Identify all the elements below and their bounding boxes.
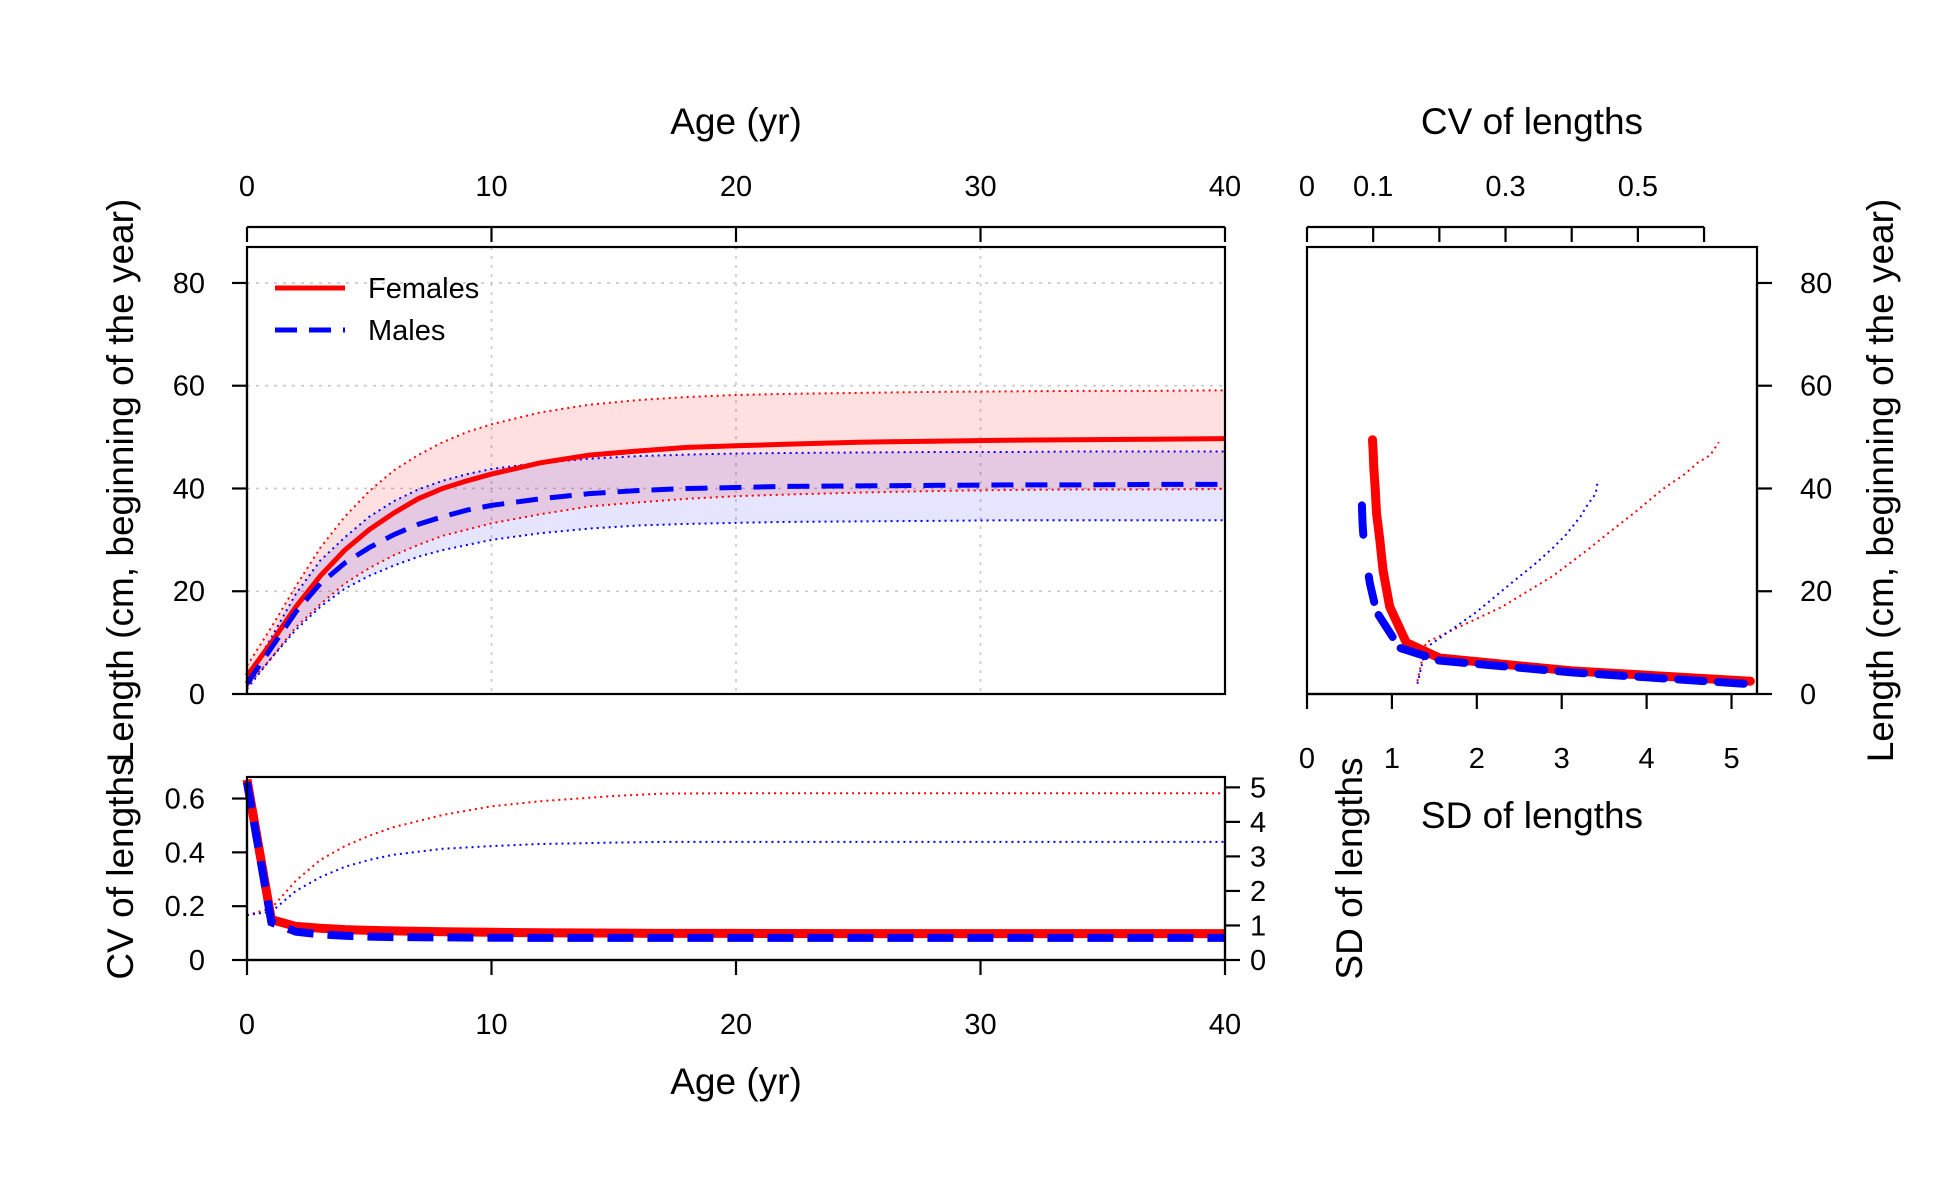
cv-top-axis-tick-label: 0.1 (1353, 171, 1393, 203)
sd-line-males (246, 840, 1225, 917)
cv-top-axis-tick-label: 0.5 (1618, 171, 1658, 203)
sd-bottom-axis-tick-label: 2 (1469, 743, 1485, 775)
sd-bottom-axis-tick-label: 3 (1554, 743, 1570, 775)
cv-top-axis-tick-label: 0 (1299, 171, 1315, 203)
left-axis-tick-label: 20 (173, 576, 205, 608)
sd-bottom-axis-tick-label: 4 (1639, 743, 1655, 775)
sd-vs-length-males (1416, 483, 1599, 684)
length-right-axis-tick-label: 20 (1800, 576, 1832, 608)
legend-label-males: Males (368, 315, 445, 347)
bottom-axis-tick-label: 10 (475, 1009, 507, 1041)
cv-axis-tick-label: 0 (189, 945, 205, 977)
sd-bottom-axis-title: SD of lengths (1421, 795, 1643, 836)
left-axis-tick-label: 0 (189, 679, 205, 711)
cv-top-axis-title: CV of lengths (1421, 101, 1643, 142)
sd-axis-tick-label: 3 (1250, 841, 1266, 873)
left-axis-tick-label: 40 (173, 473, 205, 505)
sd-axis-tick-label: 0 (1250, 945, 1266, 977)
cv-sd-panel (232, 775, 1240, 975)
legend (275, 285, 345, 333)
length-right-axis-title: Length (cm, beginning of the year) (1860, 199, 1901, 763)
top-axis-tick-label: 40 (1209, 171, 1241, 203)
length-right-axis-tick-label: 40 (1800, 473, 1832, 505)
top-axis-title: Age (yr) (670, 101, 802, 142)
cv-vs-length-males (1362, 559, 1748, 688)
series-line-females (244, 436, 1226, 678)
left-axis-title: Length (cm, beginning of the year) (100, 199, 141, 763)
cv-axis-tick-label: 0.4 (165, 837, 205, 869)
sd-axis-tick-label: 4 (1250, 807, 1266, 839)
length-right-axis-tick-label: 60 (1800, 371, 1832, 403)
top-axis-tick-label: 0 (239, 171, 255, 203)
sd-bottom-axis-tick-label: 5 (1723, 743, 1739, 775)
top-axis-tick-label: 10 (475, 171, 507, 203)
bottom-axis-tick-label: 20 (720, 1009, 752, 1041)
left-axis-tick-label: 80 (173, 268, 205, 300)
cv-top-axis-tick-label: 0.3 (1485, 171, 1525, 203)
ci-band-females (247, 390, 1225, 687)
bottom-axis-tick-label: 40 (1209, 1009, 1241, 1041)
cv-axis-tick-label: 0.2 (165, 891, 205, 923)
cv-line-females (242, 778, 1225, 939)
ci-band-males (247, 451, 1225, 689)
sd-line-females (246, 792, 1225, 917)
top-axis-tick-label: 30 (964, 171, 996, 203)
cv-axis-tick-label: 0.6 (165, 784, 205, 816)
length-right-axis-tick-label: 0 (1800, 679, 1816, 711)
top-axis-tick-label: 20 (720, 171, 752, 203)
length-vs-variability-panel (1305, 225, 1772, 709)
legend-label-females: Females (368, 273, 479, 305)
cv-line-males (243, 781, 1225, 942)
series-line-males (244, 481, 1225, 686)
cv-vs-length-upper-males (1357, 501, 1368, 539)
length-at-age-panel (232, 225, 1227, 696)
ci-lower-females (246, 488, 1226, 687)
left-axis-tick-label: 60 (173, 371, 205, 403)
sd-axis-tick-label: 1 (1250, 910, 1266, 942)
sd-axis-tick-label: 5 (1250, 772, 1266, 804)
sd-vs-length-females (1416, 441, 1720, 682)
cv-vs-length-females (1368, 435, 1755, 686)
length-right-axis-tick-label: 80 (1800, 268, 1832, 300)
sd-bottom-axis-tick-label: 1 (1384, 743, 1400, 775)
sd-axis-tick-label: 2 (1250, 876, 1266, 908)
sd-bottom-axis-tick-label: 0 (1299, 743, 1315, 775)
sd-axis-title: SD of lengths (1329, 757, 1370, 979)
cv-axis-title: CV of lengths (100, 757, 141, 979)
bottom-axis-tick-label: 0 (239, 1009, 255, 1041)
bottom-axis-title: Age (yr) (670, 1061, 802, 1102)
bottom-axis-tick-label: 30 (964, 1009, 996, 1041)
